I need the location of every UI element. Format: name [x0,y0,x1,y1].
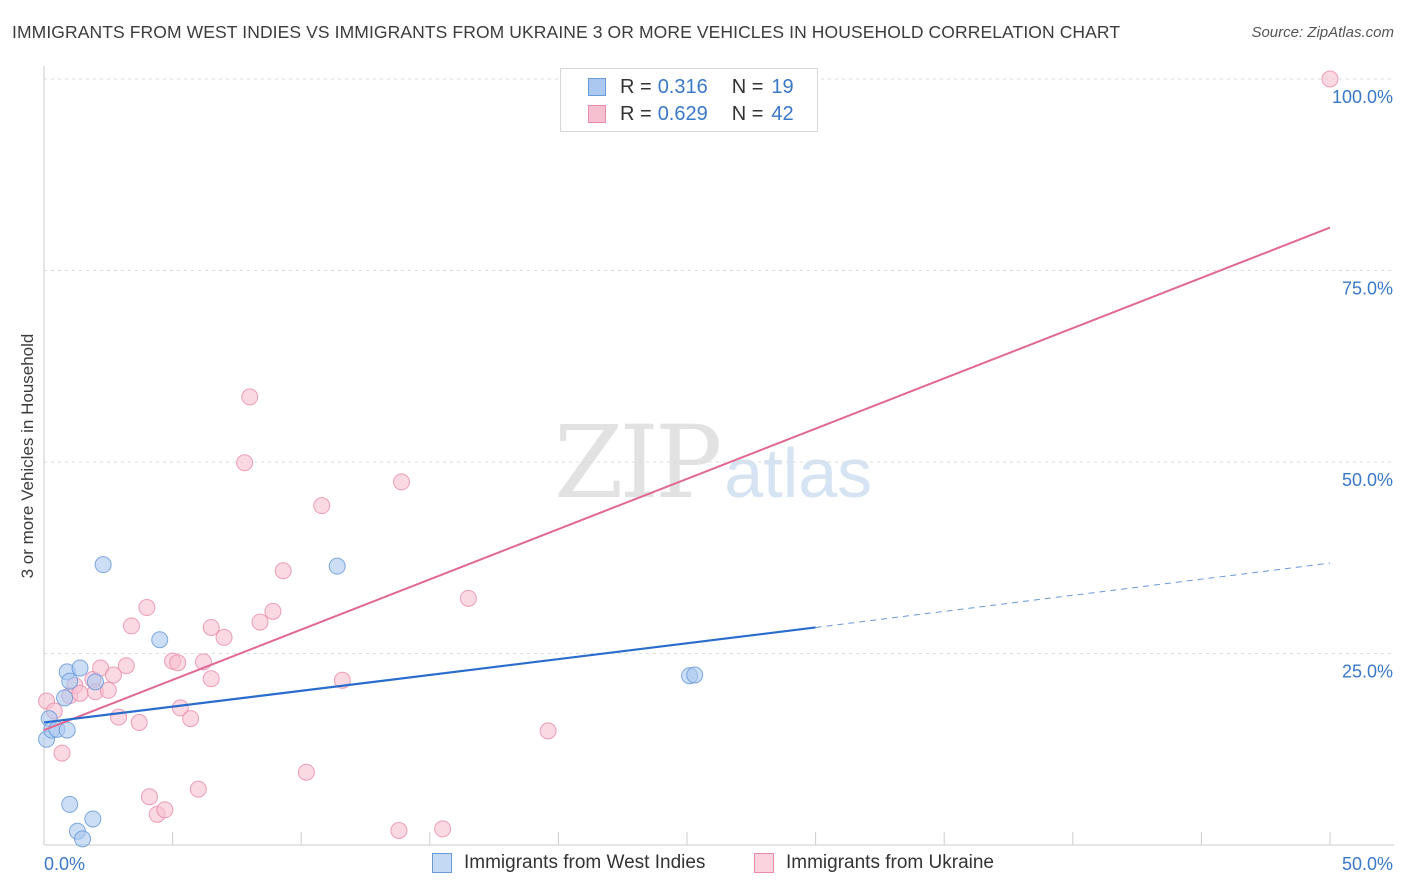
ukraine-point [171,699,189,717]
ukraine-point [274,562,292,580]
west-indies-point [94,556,112,574]
ukraine-point [182,710,200,728]
bottom-legend-swatch-pink [754,853,774,873]
source-credit: Source: ZipAtlas.com [1251,24,1394,41]
west-indies-point [86,673,104,691]
legend-row-ukraine: R = 0.629 N = 42 [561,101,794,127]
west-indies-trend-line [43,626,816,724]
bottom-legend-ukraine: Immigrants from Ukraine [754,852,994,874]
ukraine-point [117,657,135,675]
series-ukraine-points [38,70,1339,839]
y-tick-label: 25.0% [1342,662,1393,682]
bottom-legend-west-indies: Immigrants from West Indies [432,852,705,874]
ukraine-point [539,722,557,740]
ukraine-point [297,763,315,781]
watermark-atlas: atlas [724,434,873,512]
y-tick-label: 100.0% [1332,87,1393,107]
bottom-legend-label: Immigrants from Ukraine [786,852,994,873]
ukraine-point [236,454,254,472]
west-indies-point [74,830,92,848]
ukraine-point [202,618,220,636]
ukraine-trend-line [43,226,1331,732]
ukraine-point [122,617,140,635]
ukraine-point [104,666,122,684]
west-indies-point [56,689,74,707]
west-indies-point [71,659,89,677]
legend-r-value: 0.316 [657,75,708,98]
legend-n-label: N = [731,75,764,98]
ukraine-point [251,613,269,631]
legend-swatch-blue [588,78,606,96]
y-tick-label: 75.0% [1342,279,1393,299]
ukraine-point [1321,70,1339,88]
ukraine-point [169,654,187,672]
series-west-indies-points [38,556,704,848]
ukraine-point [189,780,207,798]
west-indies-trend-extension [815,562,1331,628]
ukraine-point [138,599,156,617]
legend-row-west-indies: R = 0.316 N = 19 [561,74,794,100]
ukraine-point [241,388,259,406]
ukraine-point [459,589,477,607]
chart-title: IMMIGRANTS FROM WEST INDIES VS IMMIGRANT… [12,22,1121,42]
ukraine-point [99,681,117,699]
grid [44,78,1394,654]
legend-r-label: R = [620,75,652,98]
west-indies-point [84,810,102,828]
watermark-zip: ZIP [554,404,722,521]
west-indies-point [328,557,346,575]
west-indies-point [61,672,79,690]
legend-r-label: R = [620,102,652,125]
legend-r-value: 0.629 [657,102,708,125]
y-tick-label: 50.0% [1342,470,1393,490]
x-tick-label: 50.0% [1342,854,1393,874]
ukraine-point [434,820,452,838]
trend-lines [43,226,1331,732]
ukraine-point [140,788,158,806]
bottom-legend-swatch-blue [432,853,452,873]
correlation-legend: R = 0.316 N = 19 R = 0.629 N = 42 [560,68,818,132]
ukraine-point [53,744,71,762]
ukraine-point [202,670,220,688]
watermark: ZIPatlas [554,404,872,521]
ukraine-point [390,821,408,839]
legend-n-value: 42 [771,102,794,125]
legend-n-label: N = [731,102,764,125]
x-tick-label: 0.0% [44,854,85,874]
ukraine-point [215,628,233,646]
west-indies-point [61,795,79,813]
legend-n-value: 19 [771,75,794,98]
west-indies-point [686,666,704,684]
tick-labels: 25.0% 50.0% 75.0% 100.0% 0.0% 50.0% [44,87,1393,874]
west-indies-point [58,721,76,739]
ukraine-point [264,602,282,620]
ukraine-point [393,473,411,491]
legend-swatch-pink [588,105,606,123]
ukraine-point [313,497,331,515]
ukraine-point [156,801,174,819]
ukraine-point [130,713,148,731]
west-indies-point [151,631,169,649]
bottom-legend-label: Immigrants from West Indies [464,852,706,873]
